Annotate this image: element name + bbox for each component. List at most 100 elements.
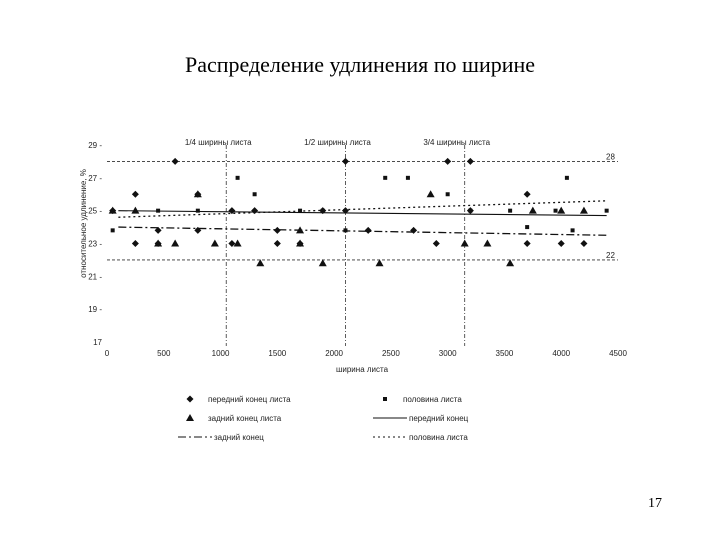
data-point-diamond [131, 240, 139, 247]
data-point-triangle [460, 239, 469, 247]
data-point-square [604, 208, 609, 213]
data-point-square [156, 208, 161, 213]
data-point-diamond [273, 240, 281, 247]
data-point-triangle [375, 259, 384, 267]
legend-label: передний конец листа [208, 395, 291, 404]
reference-line-label: 1/4 ширины листа [185, 138, 252, 147]
data-point-triangle [171, 239, 180, 247]
data-point-square [508, 208, 513, 213]
data-point-diamond [341, 157, 349, 165]
legend-label: половина листа [403, 395, 462, 404]
data-point-square [445, 192, 450, 197]
data-point-triangle [131, 206, 140, 214]
data-point-triangle [193, 190, 202, 198]
legend-marker-diamond [186, 395, 194, 403]
data-point-triangle [318, 259, 327, 267]
data-point-diamond [432, 240, 440, 247]
slide-title: Распределение удлинения по ширине [184, 52, 536, 77]
data-point-square [468, 208, 473, 213]
x-tick-label: 3500 [496, 349, 514, 358]
data-point-triangle [528, 206, 537, 214]
chart-legend: передний конец листа половина листа задний… [178, 395, 469, 442]
data-point-triangle [154, 239, 163, 247]
data-point-diamond [154, 226, 162, 234]
reference-lines: 28 22 1/4 ширины листа 1/2 ширины листа 3/4 … [107, 138, 618, 346]
data-point-square [383, 175, 388, 180]
legend-label: задний конец [214, 433, 264, 442]
trend-line-dash-dot [118, 226, 607, 236]
legend-label: задний конец листа [208, 414, 282, 423]
data-point-diamond [228, 207, 236, 215]
data-point-triangle [579, 206, 588, 214]
data-point-diamond [251, 207, 259, 215]
data-point-triangle [108, 206, 117, 214]
data-point-square [110, 228, 115, 233]
data-markers [108, 157, 609, 267]
data-point-square [252, 192, 257, 197]
x-axis-label: ширина листа [336, 365, 389, 374]
data-point-triangle [506, 259, 515, 267]
data-point-square [343, 228, 348, 233]
data-point-diamond [228, 240, 236, 247]
x-tick-label: 2500 [382, 349, 400, 358]
x-tick-label: 1500 [268, 349, 286, 358]
data-point-diamond [523, 240, 531, 247]
data-point-diamond [580, 240, 588, 247]
reference-line-label: 3/4 ширины листа [423, 138, 490, 147]
data-point-square [570, 228, 575, 233]
data-point-square [405, 175, 410, 180]
x-tick-label: 3000 [439, 349, 457, 358]
reference-line-label: 1/2 ширины листа [304, 138, 371, 147]
reference-line-label: 28 [606, 152, 615, 161]
data-point-square [320, 208, 325, 213]
y-axis-label: относительное удлинение, % [79, 169, 88, 278]
data-point-triangle [426, 190, 435, 198]
data-point-diamond [523, 190, 531, 198]
data-point-diamond [364, 226, 372, 234]
y-tick-label: 23 - [88, 240, 102, 249]
page-number: 17 [648, 496, 662, 511]
x-tick-label: 0 [105, 349, 110, 358]
data-point-triangle [210, 239, 219, 247]
data-point-square [525, 225, 530, 230]
data-point-diamond [444, 157, 452, 165]
data-point-square [553, 208, 558, 213]
data-point-triangle [256, 259, 265, 267]
x-tick-label: 1000 [212, 349, 230, 358]
trend-line-dotted [118, 200, 607, 218]
reference-line-label: 22 [606, 251, 615, 260]
data-point-square [564, 175, 569, 180]
data-point-square [298, 208, 303, 213]
data-point-diamond [171, 157, 179, 165]
legend-label: половина листа [409, 433, 468, 442]
chart-axes: 17 19 - 21 - 23 - 25 - 27 - 29 - 0 500 1000 1500 20… [79, 141, 627, 374]
data-point-triangle [233, 239, 242, 247]
data-point-square [235, 175, 240, 180]
data-point-triangle [296, 239, 305, 247]
y-tick-label: 29 - [88, 141, 102, 150]
x-tick-label: 2000 [325, 349, 343, 358]
x-tick-label: 4500 [609, 349, 627, 358]
data-point-triangle [557, 206, 566, 214]
data-point-diamond [194, 226, 202, 234]
data-point-diamond [466, 157, 474, 165]
data-point-diamond [273, 226, 281, 234]
legend-marker-square [383, 397, 387, 401]
data-point-diamond [341, 207, 349, 215]
legend-label: передний конец [409, 414, 469, 423]
data-point-triangle [483, 239, 492, 247]
data-point-diamond [557, 240, 565, 247]
y-tick-label: 27 - [88, 174, 102, 183]
x-tick-label: 500 [157, 349, 171, 358]
y-tick-label: 21 - [88, 272, 102, 281]
data-point-square [195, 208, 200, 213]
x-tick-label: 4000 [552, 349, 570, 358]
data-point-triangle [296, 226, 305, 234]
data-point-diamond [131, 190, 139, 198]
y-tick-label: 19 - [88, 305, 102, 314]
y-tick-label: 17 [93, 338, 102, 347]
data-point-diamond [410, 226, 418, 234]
legend-marker-triangle [186, 414, 194, 421]
